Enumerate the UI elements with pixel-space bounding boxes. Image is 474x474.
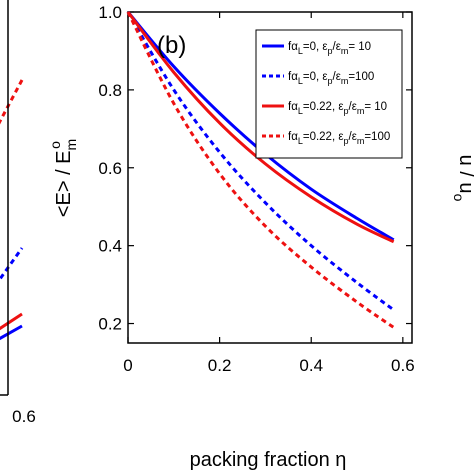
panel-b-y-axis-label: <E> / Emo [47, 139, 79, 217]
panel-a-series-3 [0, 312, 23, 331]
panel-a-x-tick-label: 0.6 [12, 407, 36, 426]
panel-a-series-1 [0, 324, 23, 341]
panel-c: u / uo [451, 155, 474, 202]
legend-entry-2: fαL=0, εp/εm=100 [288, 71, 374, 86]
y-label-main: <E> / E [53, 150, 75, 217]
legend: fαL=0, εp/εm= 10 fαL=0, εp/εm=100 fαL=0.22… [255, 29, 403, 159]
panel-a-series [0, 79, 24, 341]
y-tick-label: 0.4 [98, 237, 122, 256]
panel-a-series-4 [0, 79, 24, 125]
series-line-3 [126, 11, 395, 244]
panel-b-ticks: 0 0.2 0.4 0.6 0.2 0.4 0.6 0.8 1.0 [98, 3, 414, 375]
y-label-sub: m [63, 139, 79, 151]
panel-c-y-axis-label: u / uo [451, 155, 474, 202]
series-line-2 [126, 11, 395, 312]
x-tick-label: 0.2 [208, 356, 232, 375]
legend-entry-4: fαL=0.22, εp/εm=100 [288, 131, 390, 146]
legend-box [255, 29, 403, 159]
legend-entry-1: fαL=0, εp/εm= 10 [288, 41, 371, 56]
panel-b-label: (b) [157, 32, 186, 59]
panel-a-series-2 [0, 247, 24, 282]
svg-text:u / uo: u / uo [451, 155, 474, 202]
panel-b: 0 0.2 0.4 0.60.20.40.60.81.0 (b) <E> / Emo … [47, 3, 415, 471]
panel-b-x-axis-label: packing fraction η [190, 449, 347, 471]
svg-text:<E> / Emo: <E> / Emo [47, 139, 79, 217]
legend-entry-3: fαL=0.22, εp/εm= 10 [288, 101, 387, 116]
panel-b-frame [127, 11, 413, 344]
y-label-sup: o [47, 141, 63, 149]
panel-a: 0.6 [0, 0, 36, 426]
x-tick-label: 0 [123, 356, 132, 375]
x-tick-label: 0.6 [391, 356, 415, 375]
y-tick-label: 0.2 [98, 315, 122, 334]
y-tick-label: 0.8 [98, 81, 122, 100]
series-line-4 [126, 11, 395, 329]
x-tick-label: 0.4 [299, 356, 323, 375]
y-tick-label: 0.6 [98, 159, 122, 178]
y-tick-label: 1.0 [98, 3, 122, 22]
